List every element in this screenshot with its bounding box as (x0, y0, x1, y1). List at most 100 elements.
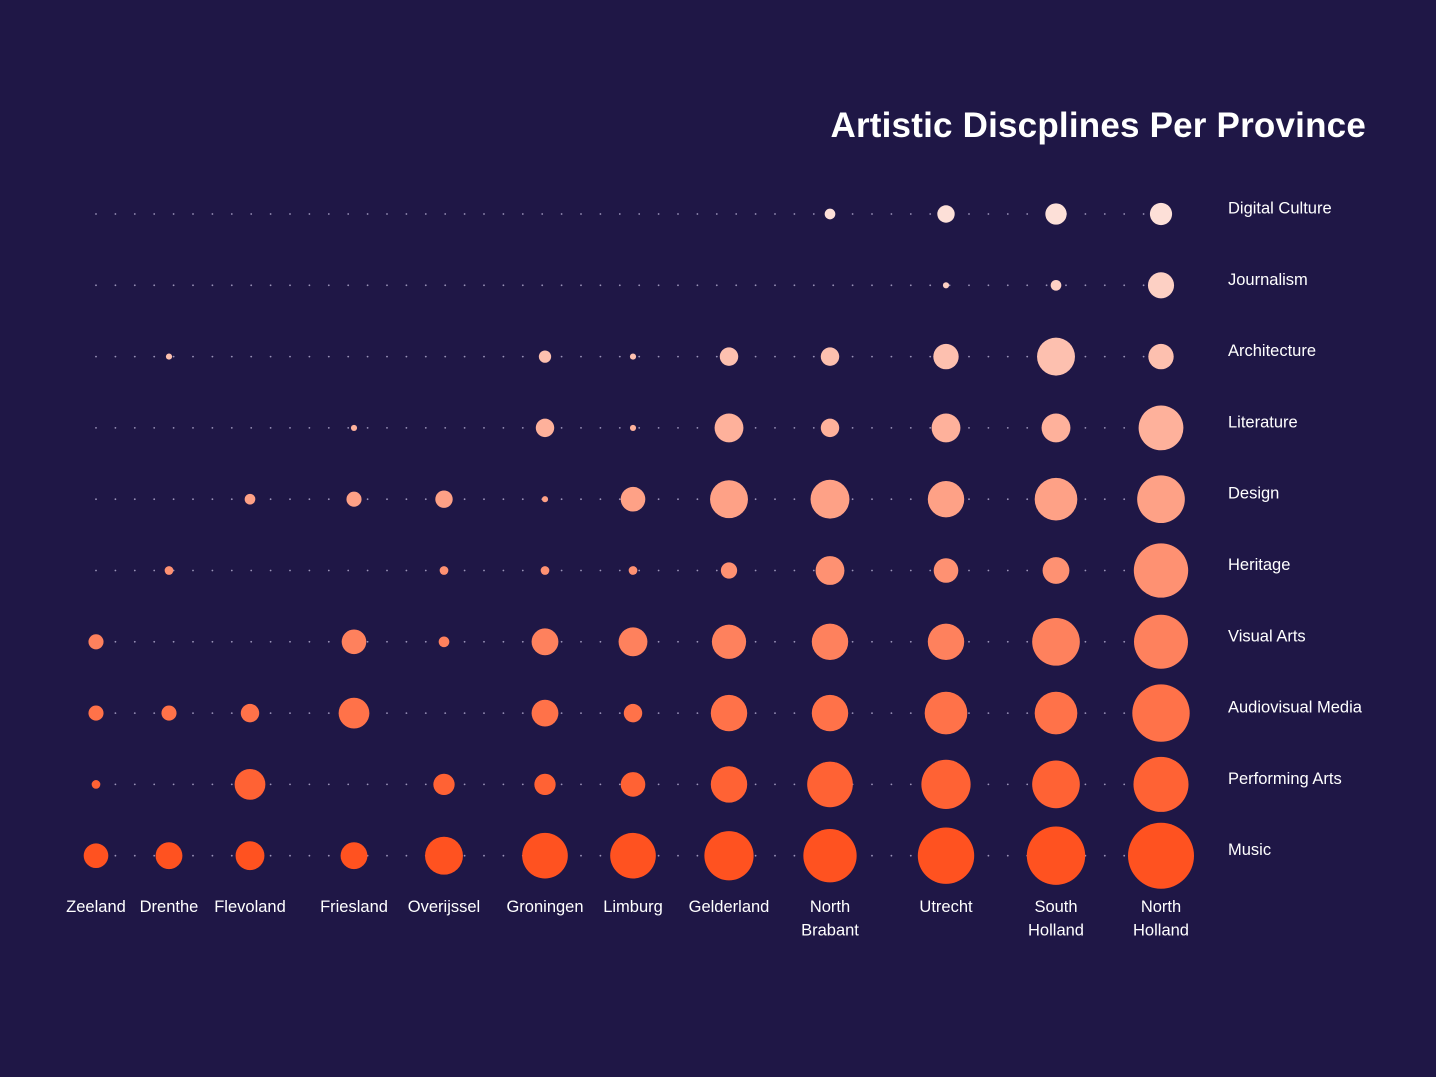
grid-dot (948, 284, 951, 287)
bubble (714, 413, 744, 443)
grid-dot (715, 355, 718, 358)
grid-dot (405, 854, 408, 857)
grid-dot (250, 569, 253, 572)
grid-dot (774, 427, 776, 429)
grid-dot (502, 640, 505, 643)
grid-dot (114, 355, 117, 358)
grid-dot (366, 640, 369, 643)
grid-dot (890, 427, 893, 429)
grid-dot (502, 569, 505, 572)
grid-dot (715, 569, 718, 572)
grid-dot (463, 498, 466, 501)
grid-dot (909, 712, 912, 714)
grid-dot (1006, 355, 1009, 358)
grid-dot (871, 783, 873, 786)
bubble (534, 773, 556, 796)
grid-dot (754, 284, 757, 287)
grid-dot (521, 640, 524, 643)
grid-dot (211, 213, 214, 215)
grid-dot (230, 427, 233, 429)
grid-dot (386, 783, 388, 786)
grid-dot (774, 213, 776, 215)
grid-dot (521, 569, 524, 572)
grid-dot (444, 213, 447, 215)
bubble (629, 353, 637, 360)
bubble (610, 832, 656, 879)
grid-dot (1123, 569, 1126, 572)
grid-dot (250, 284, 253, 287)
grid-dot (987, 854, 990, 857)
bubble (720, 562, 738, 579)
grid-dot (754, 569, 757, 572)
grid-dot (269, 355, 272, 358)
grid-dot (580, 640, 582, 643)
grid-dot (1006, 427, 1009, 429)
grid-dot (347, 355, 350, 358)
bubble (1147, 272, 1175, 299)
grid-dot (1026, 284, 1029, 287)
bubble (710, 694, 748, 732)
grid-dot (444, 427, 447, 429)
grid-dot (192, 284, 194, 287)
grid-dot (890, 854, 893, 857)
grid-dot (929, 284, 932, 287)
grid-dot (696, 284, 699, 287)
bubble (341, 629, 367, 655)
bubble (917, 827, 975, 884)
grid-dot (696, 712, 699, 714)
grid-dot (929, 569, 932, 572)
grid-dot (812, 427, 815, 429)
bubble (1042, 557, 1070, 584)
grid-dot (909, 498, 912, 501)
grid-dot (133, 640, 136, 643)
grid-dot (890, 498, 893, 501)
grid-dot (987, 783, 990, 786)
bubble (433, 773, 455, 796)
grid-dot (424, 498, 427, 501)
grid-dot (677, 427, 679, 429)
row-label: Visual Arts (1228, 627, 1306, 645)
grid-dot (327, 213, 330, 215)
grid-dot (386, 355, 388, 358)
bubble (541, 496, 549, 503)
grid-dot (269, 783, 272, 786)
grid-dot (211, 640, 214, 643)
grid-dot (1026, 640, 1029, 643)
grid-dot (502, 498, 505, 501)
grid-dot (133, 498, 136, 501)
grid-dot (968, 213, 970, 215)
bubble (933, 343, 959, 370)
grid-dot (657, 284, 660, 287)
grid-dot (192, 355, 194, 358)
grid-dot (483, 427, 485, 429)
grid-dot (211, 854, 214, 857)
grid-dot (1123, 712, 1126, 714)
grid-dot (677, 712, 679, 714)
grid-dot (424, 427, 427, 429)
grid-dot (580, 783, 582, 786)
grid-dot (1045, 284, 1048, 287)
grid-dot (405, 498, 408, 501)
bubble (618, 627, 648, 657)
grid-dot (1123, 498, 1126, 501)
grid-dot (968, 569, 970, 572)
grid-dot (580, 284, 582, 287)
grid-dot (366, 427, 369, 429)
bubble (155, 842, 183, 870)
bubble (83, 843, 109, 869)
bubble (88, 634, 104, 650)
grid-dot (1103, 640, 1106, 643)
grid-dot (987, 569, 990, 572)
grid-dot (289, 284, 291, 287)
grid-dot (1084, 783, 1087, 786)
bubble-row-music (83, 822, 1194, 889)
grid-dot (754, 213, 757, 215)
grid-dot (677, 783, 679, 786)
grid-dot (308, 854, 311, 857)
grid-dot (1084, 213, 1087, 215)
grid-dot (968, 640, 970, 643)
grid-dot (677, 640, 679, 643)
grid-dot (114, 640, 117, 643)
